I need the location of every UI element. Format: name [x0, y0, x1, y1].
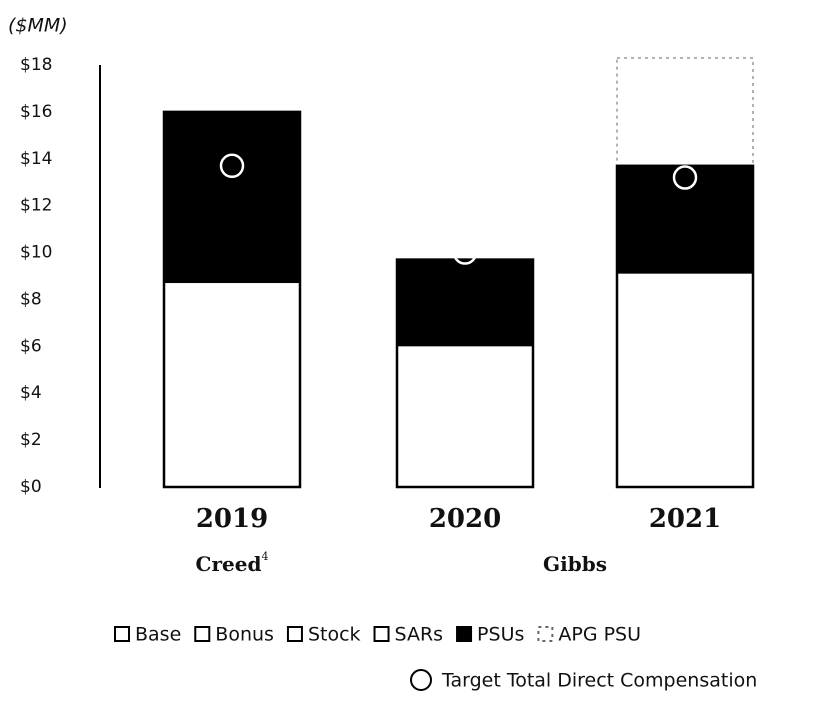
y-tick-label: $16 [20, 102, 52, 122]
target-marker [452, 240, 478, 265]
bar-segment [164, 111, 300, 284]
bar-segment [164, 283, 300, 342]
group-note: 4 [261, 550, 268, 563]
y-tick-label: $8 [20, 289, 42, 309]
legend-swatch [194, 626, 211, 642]
x-tick-label: 2020 [429, 504, 501, 534]
group-label: Gibbs [543, 552, 607, 576]
group-label: Creed4 [196, 550, 269, 576]
y-tick-label: $0 [20, 477, 42, 497]
bar-segment [397, 379, 533, 422]
bar-outline [162, 110, 302, 489]
y-tick-label: $14 [20, 149, 52, 169]
bar-segment [397, 458, 533, 487]
y-tick-label: $10 [20, 243, 52, 263]
legend-swatch [537, 626, 554, 642]
legend-swatch [286, 626, 303, 642]
y-tick-label: $2 [20, 430, 42, 450]
legend-target-marker [410, 669, 432, 691]
group-name: Creed [196, 552, 262, 576]
bar-segment [397, 421, 533, 459]
legend-label: PSUs [477, 624, 524, 646]
target-marker [219, 153, 245, 179]
bar-segment [164, 341, 300, 401]
group-name: Gibbs [543, 552, 607, 576]
legend-label: APG PSU [558, 624, 641, 646]
bar-segment [617, 397, 753, 457]
bar-segment [164, 456, 300, 487]
legend-label: Base [135, 624, 181, 646]
legend-swatch [114, 626, 130, 642]
legend-swatch [373, 626, 390, 642]
legend-label: Target Total Direct Compensation [441, 670, 757, 692]
y-tick-label: $12 [20, 196, 52, 216]
bar-segment [617, 273, 753, 335]
legend-label: SARs [395, 624, 444, 646]
y-tick-label: $18 [20, 55, 52, 75]
bar-segment [617, 456, 753, 487]
legend-label: Bonus [215, 624, 274, 646]
x-tick-label: 2019 [196, 504, 268, 534]
bar-segment [616, 57, 754, 167]
legend-label: Stock [308, 624, 361, 646]
y-tick-label: $6 [20, 336, 42, 356]
target-marker [672, 165, 698, 190]
x-tick-label: 2021 [649, 504, 721, 534]
bar-segment [397, 259, 533, 347]
bar-segment [397, 346, 533, 380]
unit-label: ($MM) [8, 15, 68, 37]
y-tick-label: $4 [20, 383, 42, 403]
bar-segment [617, 165, 753, 274]
bar-segment [164, 400, 300, 457]
legend-swatch [456, 626, 473, 642]
bar-outline [395, 258, 535, 489]
bar-segment [617, 334, 753, 398]
